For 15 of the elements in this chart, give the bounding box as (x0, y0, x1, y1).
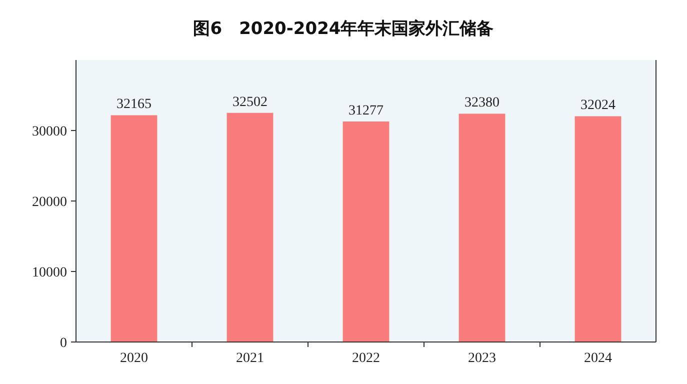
x-tick-label: 2020 (120, 351, 148, 366)
x-tick-label: 2021 (236, 351, 264, 366)
y-tick-label: 30000 (32, 124, 67, 140)
data-label: 32380 (464, 96, 500, 111)
y-tick-label: 0 (60, 336, 67, 351)
x-tick-label: 2024 (584, 351, 612, 366)
data-label: 31277 (348, 103, 384, 118)
data-label: 32165 (116, 97, 152, 112)
x-tick-label: 2023 (468, 351, 496, 366)
data-label: 32502 (232, 94, 268, 110)
y-tick-label: 20000 (32, 194, 67, 210)
chart-title: 图6 2020-2024年年末国家外汇储备 (193, 19, 494, 39)
y-tick-label: 10000 (32, 265, 67, 280)
x-tick-label: 2022 (352, 351, 380, 366)
data-label: 32024 (580, 98, 616, 114)
